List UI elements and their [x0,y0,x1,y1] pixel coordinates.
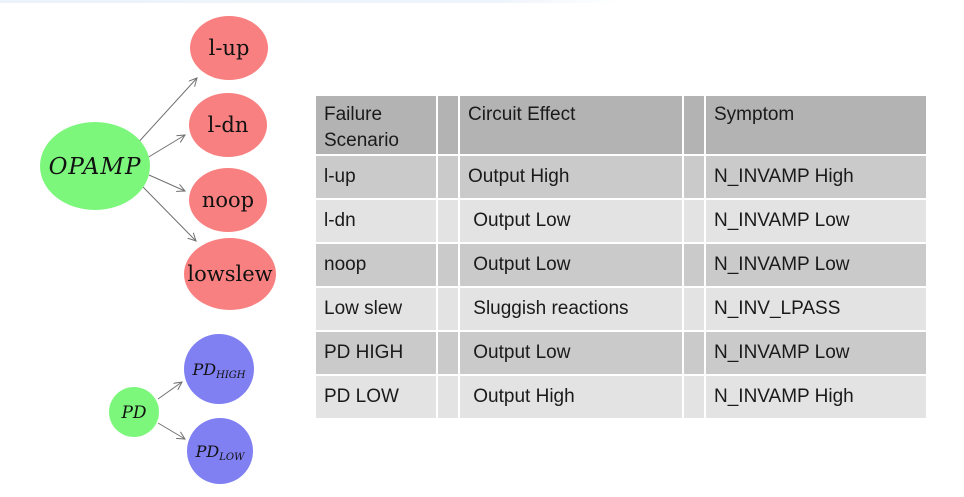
cell-spacer [684,376,704,418]
cell-spacer [438,200,458,242]
opamp-node[interactable] [40,122,150,210]
table-header-spacer [438,96,458,154]
cell-spacer [438,376,458,418]
failure-scenario-table: Failure Scenario Circuit Effect Symptom … [316,96,926,418]
pdlow-node[interactable] [187,418,253,484]
cell-effect-pdlow: Output High [460,376,682,418]
edge-opamp-noop [148,174,185,191]
table-header-symptom: Symptom [706,96,926,154]
pdlow-label-main: PD [195,442,220,461]
pd-node[interactable] [109,387,159,437]
edge-opamp-lowslew [141,185,196,241]
fault-tree-diagram: OPAMP l-up l-dn noop lowslew PD PDHIGH P… [0,0,310,492]
ldn-node-label: l-dn [208,113,249,137]
opamp-node-label: OPAMP [49,154,142,180]
ldn-node[interactable] [189,93,267,157]
pd-node-label: PD [120,403,146,423]
table-header-circuit-effect: Circuit Effect [460,96,682,154]
cell-spacer [684,200,704,242]
edge-opamp-ldn [146,135,185,159]
pdlow-label-sub: LOW [218,452,245,463]
pdhigh-node[interactable] [184,334,254,404]
fault-tree-svg: OPAMP l-up l-dn noop lowslew PD PDHIGH P… [40,16,276,484]
cell-scenario-noop: noop [316,244,436,286]
cell-symptom-noop: N_INVAMP Low [706,244,926,286]
edge-opamp-lup [134,78,197,147]
opamp-tree-edges [134,78,197,241]
cell-effect-lowslew: Sluggish reactions [460,288,682,330]
lup-node-label: l-up [209,36,250,60]
table-header-failure-scenario: Failure Scenario [316,96,436,154]
cell-scenario-lowslew: Low slew [316,288,436,330]
pdhigh-label-main: PD [192,360,217,379]
top-strip [0,0,620,3]
cell-spacer [684,288,704,330]
cell-symptom-pdhigh: N_INVAMP Low [706,332,926,374]
noop-node-label: noop [202,188,254,212]
cell-spacer [684,156,704,198]
cell-effect-noop: Output Low [460,244,682,286]
pdlow-node-label: PDLOW [195,442,245,463]
pdhigh-node-label: PDHIGH [192,360,246,381]
cell-spacer [438,244,458,286]
noop-node[interactable] [189,168,267,232]
cell-scenario-pdhigh: PD HIGH [316,332,436,374]
cell-spacer [438,288,458,330]
cell-symptom-lup: N_INVAMP High [706,156,926,198]
lowslew-node[interactable] [184,238,276,310]
cell-spacer [684,244,704,286]
cell-spacer [684,332,704,374]
cell-scenario-lup: l-up [316,156,436,198]
cell-spacer [438,332,458,374]
edge-pd-pdhigh [157,382,182,400]
cell-symptom-pdlow: N_INVAMP High [706,376,926,418]
pd-tree-edges [157,382,185,439]
cell-effect-lup: Output High [460,156,682,198]
cell-effect-pdhigh: Output Low [460,332,682,374]
cell-symptom-ldn: N_INVAMP Low [706,200,926,242]
cell-spacer [438,156,458,198]
pdhigh-label-sub: HIGH [215,370,246,381]
lup-node[interactable] [190,16,268,80]
table-header-spacer [684,96,704,154]
cell-scenario-pdlow: PD LOW [316,376,436,418]
cell-symptom-lowslew: N_INV_LPASS [706,288,926,330]
lowslew-node-label: lowslew [187,262,272,286]
cell-effect-ldn: Output Low [460,200,682,242]
edge-pd-pdlow [157,422,185,439]
cell-scenario-ldn: l-dn [316,200,436,242]
